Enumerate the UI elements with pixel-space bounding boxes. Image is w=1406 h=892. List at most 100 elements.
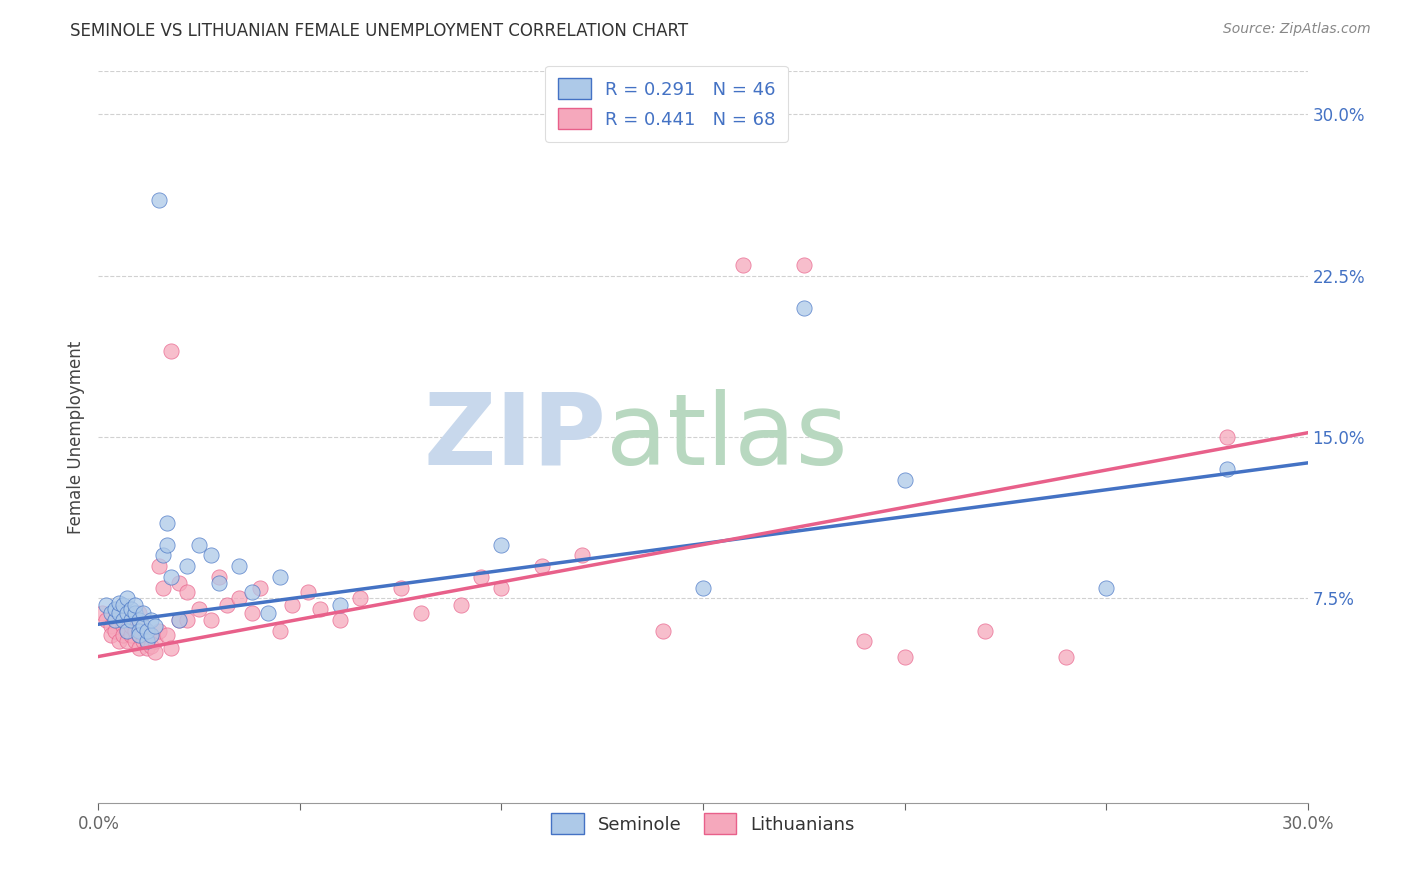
Point — [156, 628, 179, 642]
Legend: Seminole, Lithuanians: Seminole, Lithuanians — [540, 803, 866, 845]
Point — [96, 613, 118, 627]
Point — [100, 628, 122, 642]
Point — [132, 634, 155, 648]
Point — [240, 607, 263, 621]
Point — [111, 613, 134, 627]
Point — [103, 602, 125, 616]
Point — [135, 624, 157, 638]
Point — [111, 598, 134, 612]
Point — [132, 607, 155, 621]
Point — [571, 549, 593, 563]
Point — [188, 602, 211, 616]
Point — [132, 628, 155, 642]
Point — [115, 624, 138, 638]
Point — [249, 581, 271, 595]
Point — [91, 607, 114, 621]
Point — [135, 634, 157, 648]
Point — [143, 619, 166, 633]
Point — [107, 634, 129, 648]
Point — [139, 639, 162, 653]
Point — [692, 581, 714, 595]
Point — [450, 598, 472, 612]
Point — [160, 344, 183, 359]
Point — [160, 640, 183, 655]
Text: Source: ZipAtlas.com: Source: ZipAtlas.com — [1223, 22, 1371, 37]
Point — [208, 570, 231, 584]
Point — [156, 516, 179, 530]
Point — [148, 194, 170, 208]
Point — [651, 624, 673, 638]
Point — [148, 624, 170, 638]
Point — [148, 559, 170, 574]
Point — [893, 649, 915, 664]
Point — [128, 607, 150, 621]
Point — [107, 607, 129, 621]
Point — [491, 538, 513, 552]
Point — [124, 607, 146, 621]
Point — [389, 581, 412, 595]
Point — [128, 624, 150, 638]
Point — [128, 640, 150, 655]
Point — [1095, 581, 1118, 595]
Point — [115, 591, 138, 606]
Point — [96, 598, 118, 612]
Point — [143, 645, 166, 659]
Point — [120, 619, 142, 633]
Point — [793, 258, 815, 272]
Point — [103, 613, 125, 627]
Point — [309, 602, 332, 616]
Point — [124, 598, 146, 612]
Point — [269, 570, 291, 584]
Point — [200, 613, 222, 627]
Point — [115, 634, 138, 648]
Point — [120, 613, 142, 627]
Point — [240, 585, 263, 599]
Point — [128, 613, 150, 627]
Point — [124, 634, 146, 648]
Point — [115, 613, 138, 627]
Point — [470, 570, 492, 584]
Point — [893, 473, 915, 487]
Point — [167, 576, 190, 591]
Point — [530, 559, 553, 574]
Point — [1216, 462, 1239, 476]
Point — [107, 607, 129, 621]
Point — [139, 628, 162, 642]
Point — [297, 585, 319, 599]
Point — [217, 598, 239, 612]
Point — [128, 628, 150, 642]
Point — [176, 585, 198, 599]
Point — [1054, 649, 1077, 664]
Point — [120, 628, 142, 642]
Point — [132, 619, 155, 633]
Point — [349, 591, 371, 606]
Point — [139, 613, 162, 627]
Point — [188, 538, 211, 552]
Point — [103, 624, 125, 638]
Point — [793, 301, 815, 315]
Point — [329, 613, 352, 627]
Point — [409, 607, 432, 621]
Point — [329, 598, 352, 612]
Point — [107, 596, 129, 610]
Point — [115, 607, 138, 621]
Point — [853, 634, 876, 648]
Point — [167, 613, 190, 627]
Y-axis label: Female Unemployment: Female Unemployment — [66, 341, 84, 533]
Point — [176, 613, 198, 627]
Point — [281, 598, 304, 612]
Point — [100, 619, 122, 633]
Point — [128, 628, 150, 642]
Point — [160, 570, 183, 584]
Point — [228, 591, 250, 606]
Text: SEMINOLE VS LITHUANIAN FEMALE UNEMPLOYMENT CORRELATION CHART: SEMINOLE VS LITHUANIAN FEMALE UNEMPLOYME… — [70, 22, 689, 40]
Point — [143, 634, 166, 648]
Point — [111, 619, 134, 633]
Point — [256, 607, 278, 621]
Point — [135, 634, 157, 648]
Point — [176, 559, 198, 574]
Point — [167, 613, 190, 627]
Point — [208, 576, 231, 591]
Point — [156, 538, 179, 552]
Point — [269, 624, 291, 638]
